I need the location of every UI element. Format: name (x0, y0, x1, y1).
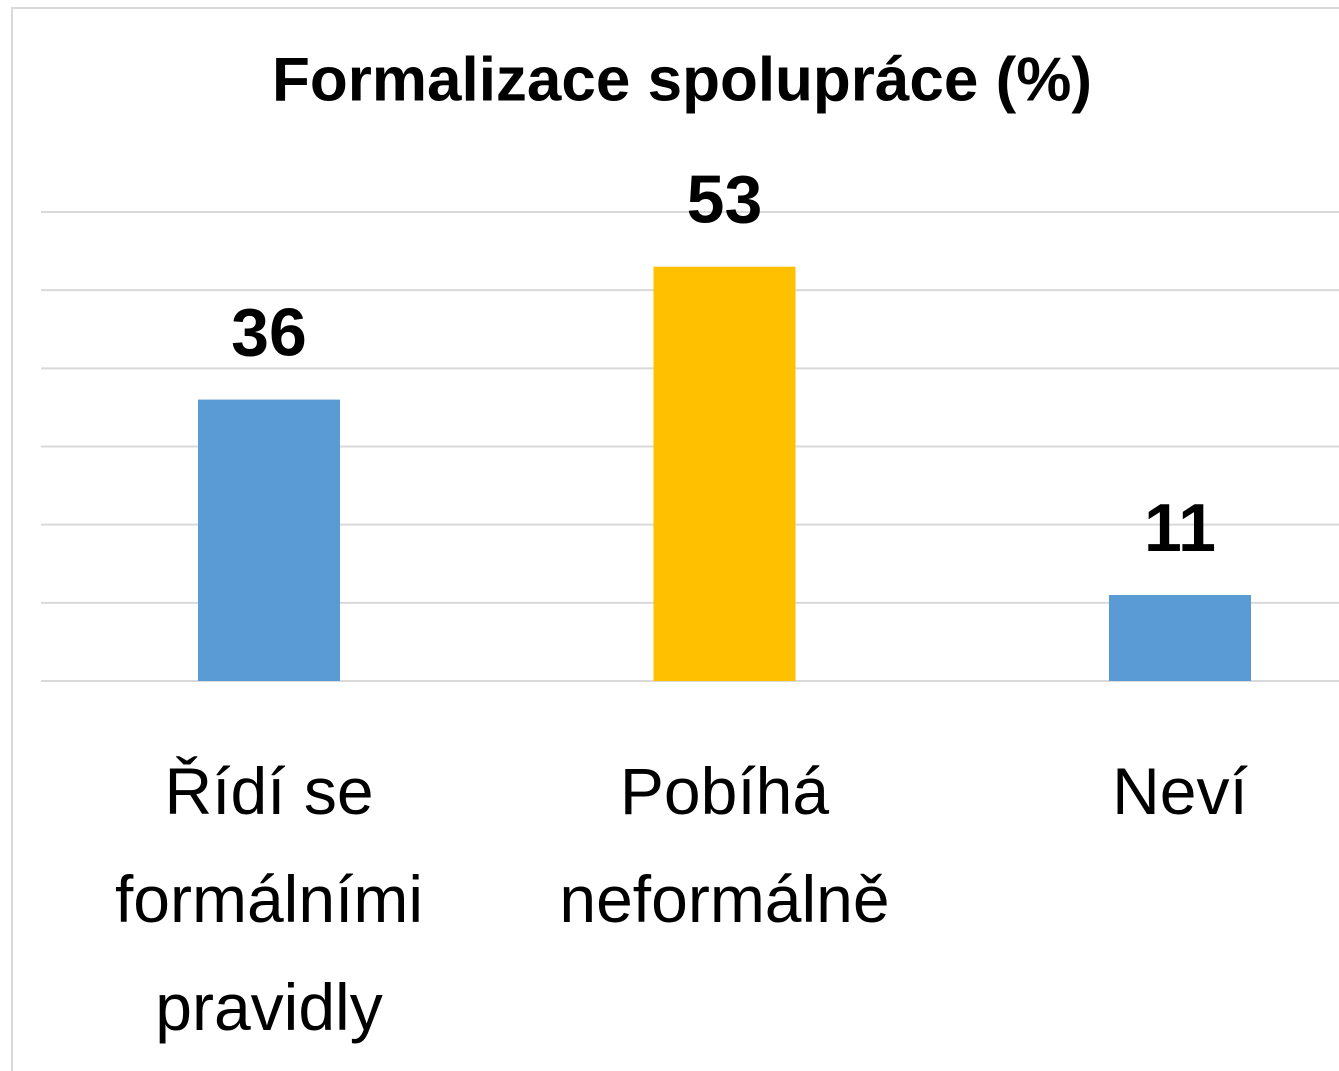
value-label: 36 (231, 295, 307, 371)
bar (1109, 595, 1251, 681)
bar (653, 266, 796, 681)
chart-title: Formalizace spolupráce (%) (272, 45, 1092, 114)
value-label: 53 (687, 162, 763, 238)
x-tick-label: Neví (1112, 754, 1248, 828)
x-tick-label: Řídí se formálními pravidly (115, 754, 423, 1044)
bar (198, 399, 340, 681)
value-label: 11 (1144, 490, 1216, 566)
x-tick-label: Pobíhá neformálně (559, 754, 889, 936)
